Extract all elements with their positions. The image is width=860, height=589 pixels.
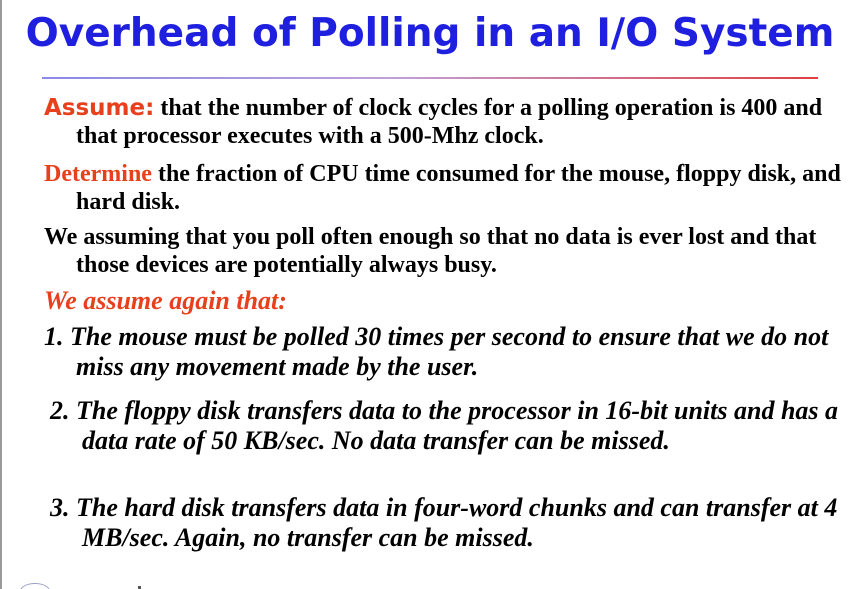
footer-logo-mark: [20, 583, 50, 589]
list-item-floppy: 2. The floppy disk transfers data to the…: [50, 396, 839, 455]
slide-left-border: [0, 0, 2, 589]
determine-lead: Determine: [44, 161, 152, 187]
assume-again-heading: We assume again that:: [44, 286, 287, 315]
assume-text: that the number of clock cycles for a po…: [76, 95, 823, 149]
assume-lead: Assume:: [44, 95, 155, 121]
assumption-paragraph: We assuming that you poll often enough s…: [44, 224, 817, 278]
list-item-mouse: 1. The mouse must be polled 30 times per…: [44, 322, 829, 381]
list-item-hard-disk: 3. The hard disk transfers data in four-…: [50, 493, 838, 552]
assume-paragraph: Assume: that the number of clock cycles …: [44, 94, 860, 150]
determine-text: the fraction of CPU time consumed for th…: [76, 161, 841, 215]
determine-paragraph: Determine the fraction of CPU time consu…: [44, 160, 860, 216]
slide-title: Overhead of Polling in an I/O System: [25, 11, 835, 56]
title-divider: [42, 77, 818, 79]
footer-dot: [138, 586, 141, 589]
